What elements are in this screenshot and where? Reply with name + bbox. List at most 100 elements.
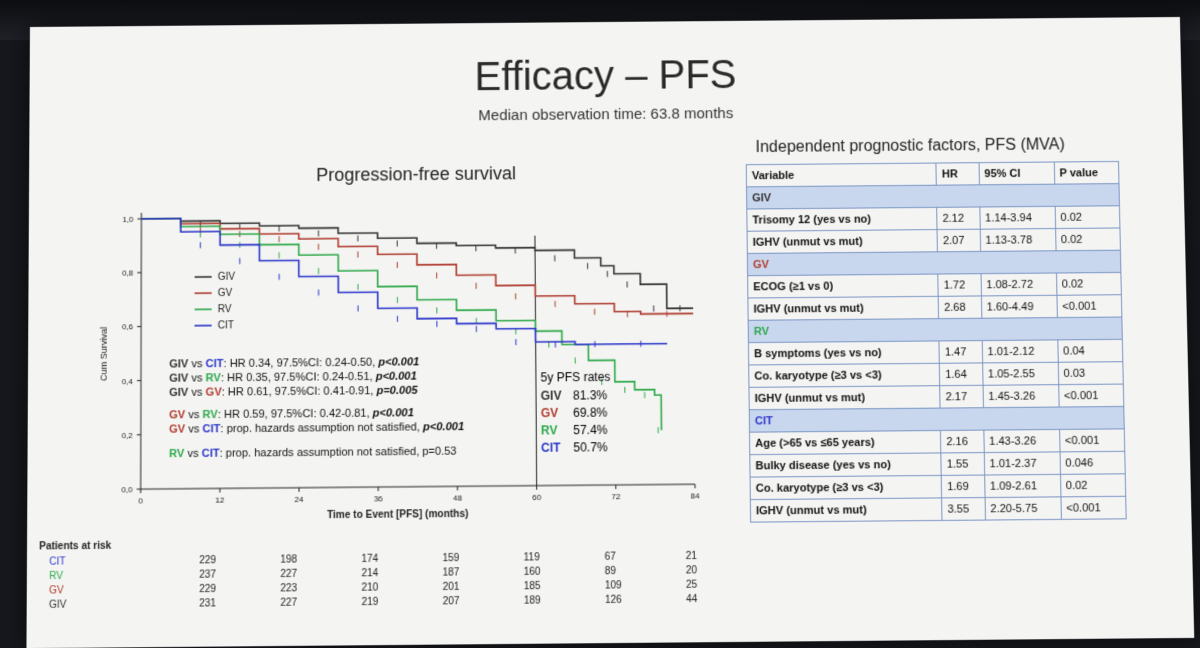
risk-value: 159: [442, 553, 459, 564]
x-axis-label: Time to Event [PFS] (months): [327, 509, 468, 522]
pfs-rate-rv: RV57.4%: [541, 423, 611, 438]
table-cell: 1.05-2.55: [982, 362, 1058, 385]
table-cell: 2.16: [941, 430, 984, 453]
table-group-cit: CIT: [749, 406, 1124, 432]
table-cell: 1.13-3.78: [980, 229, 1056, 252]
risk-arm-label: CIT: [49, 556, 65, 567]
x-tick-label: 12: [215, 496, 225, 505]
table-row: Co. karyotype (≥3 vs <3)1.641.05-2.550.0…: [749, 362, 1124, 388]
risk-value: 214: [361, 568, 378, 579]
table-header-row: VariableHR95% CIP value: [746, 161, 1119, 186]
risk-value: 25: [686, 580, 697, 591]
pfs-rates-box: 5y PFS rates GIV81.3%GV69.8%RV57.4%CIT50…: [540, 370, 611, 458]
risk-value: 229: [199, 555, 216, 566]
table-cell: <0.001: [1057, 295, 1122, 318]
risk-value: 210: [361, 582, 378, 593]
pfs-rates-heading: 5y PFS rates: [540, 370, 610, 385]
x-tick-label: 72: [611, 492, 621, 501]
table-cell: 1.08-2.72: [981, 273, 1057, 296]
table-cell: IGHV (unmut vs mut): [750, 498, 942, 522]
risk-value: 160: [524, 567, 541, 578]
comparison-gv-vs-rv: GV vs RV: HR 0.59, 97.5%CI: 0.42-0.81, p…: [169, 407, 414, 421]
y-tick-label: 0,4: [122, 377, 134, 386]
table-cell: 1.72: [938, 274, 981, 297]
table-row: IGHV (unmut vs mut)2.071.13-3.780.02: [747, 228, 1120, 253]
risk-value: 109: [605, 580, 622, 591]
table-cell: 2.20-5.75: [985, 497, 1061, 520]
comparison-rv-vs-cit: RV vs CIT: prop. hazards assumption not …: [169, 445, 457, 460]
group-label: RV: [748, 317, 1122, 343]
risk-value: 119: [524, 552, 540, 563]
group-label: CIT: [749, 406, 1124, 432]
table-cell: 1.43-3.26: [983, 429, 1059, 452]
table-cell: Age (>65 vs ≤65 years): [750, 430, 941, 454]
table-cell: 0.02: [1060, 474, 1126, 497]
table-cell: 0.02: [1056, 272, 1121, 295]
risk-value: 227: [280, 569, 297, 580]
comparison-giv-vs-gv: GIV vs GV: HR 0.61, 97.5%CI: 0.41-0.91, …: [169, 385, 417, 399]
y-tick-label: 0,8: [122, 269, 134, 278]
x-tick-label: 0: [138, 496, 143, 505]
y-axis-label: Cum Survival: [99, 327, 109, 381]
group-label: GIV: [747, 184, 1120, 209]
table-cell: 1.47: [939, 341, 982, 364]
pfs-rate-gv: GV69.8%: [541, 405, 611, 420]
risk-heading: Patients at risk: [39, 541, 111, 553]
table-cell: 1.01-2.12: [982, 340, 1058, 363]
risk-value: 126: [605, 595, 622, 606]
table-cell: Co. karyotype (≥3 vs <3): [749, 363, 940, 387]
table-cell: IGHV (unmut vs mut): [749, 386, 940, 410]
table-row: IGHV (unmut vs mut)2.171.45-3.26<0.001: [749, 384, 1124, 410]
risk-arm-label: RV: [49, 571, 63, 582]
table-cell: 1.14-3.94: [979, 206, 1055, 229]
table-cell: Trisomy 12 (yes vs no): [747, 207, 937, 231]
y-tick-label: 0,6: [122, 323, 134, 332]
table-header-cell: P value: [1054, 161, 1119, 184]
table-header-cell: HR: [936, 163, 979, 186]
table-cell: 1.60-4.49: [981, 295, 1057, 318]
table-cell: 1.69: [941, 475, 984, 498]
risk-value: 198: [280, 554, 297, 565]
risk-value: 231: [199, 598, 216, 609]
risk-value: 219: [361, 597, 378, 608]
table-cell: 1.64: [939, 363, 982, 386]
risk-value: 67: [605, 552, 616, 563]
table-cell: <0.001: [1058, 384, 1123, 407]
table-row: B symptoms (yes vs no)1.471.01-2.120.04: [748, 339, 1122, 365]
risk-value: 229: [199, 584, 216, 595]
group-label: GV: [747, 250, 1121, 276]
table-group-rv: RV: [748, 317, 1122, 343]
table-cell: <0.001: [1059, 429, 1125, 452]
table-header-cell: 95% CI: [979, 162, 1055, 185]
risk-row-gv: GV22922321020118510925: [39, 585, 111, 600]
comparison-giv-vs-cit: GIV vs CIT: HR 0.34, 97.5%CI: 0.24-0.50,…: [169, 356, 419, 370]
table-cell: 1.55: [941, 453, 984, 476]
x-tick-label: 60: [532, 493, 542, 502]
table-cell: IGHV (unmut vs mut): [748, 296, 939, 320]
table-row: Trisomy 12 (yes vs no)2.121.14-3.940.02: [747, 206, 1120, 231]
presentation-slide: Efficacy – PFS Median observation time: …: [26, 17, 1194, 648]
y-tick-label: 0,0: [121, 485, 133, 494]
x-axis: [141, 484, 695, 489]
risk-value: 20: [686, 565, 697, 576]
table-cell: Bulky disease (yes vs no): [750, 453, 942, 477]
x-tick-label: 24: [295, 495, 305, 504]
risk-row-cit: CIT2291981741591196721: [39, 556, 111, 571]
table-group-giv: GIV: [747, 184, 1120, 209]
legend-label-gv: GV: [218, 288, 233, 299]
risk-value: 189: [524, 595, 541, 606]
comparison-gv-vs-cit: GV vs CIT: prop. hazards assumption not …: [169, 421, 464, 436]
risk-value: 237: [199, 569, 216, 580]
table-row: IGHV (unmut vs mut)2.681.60-4.49<0.001: [748, 295, 1122, 321]
table-group-gv: GV: [747, 250, 1121, 276]
risk-value: 223: [280, 583, 297, 594]
table-cell: 2.12: [937, 207, 980, 230]
table-cell: 0.03: [1058, 362, 1123, 385]
risk-value: 187: [443, 567, 460, 578]
y-axis: [141, 213, 142, 489]
risk-arm-label: GV: [49, 585, 64, 596]
table-cell: 2.07: [937, 229, 980, 252]
risk-value: 44: [686, 594, 697, 605]
risk-value: 185: [524, 581, 541, 592]
table-cell: IGHV (unmut vs mut): [747, 230, 938, 254]
